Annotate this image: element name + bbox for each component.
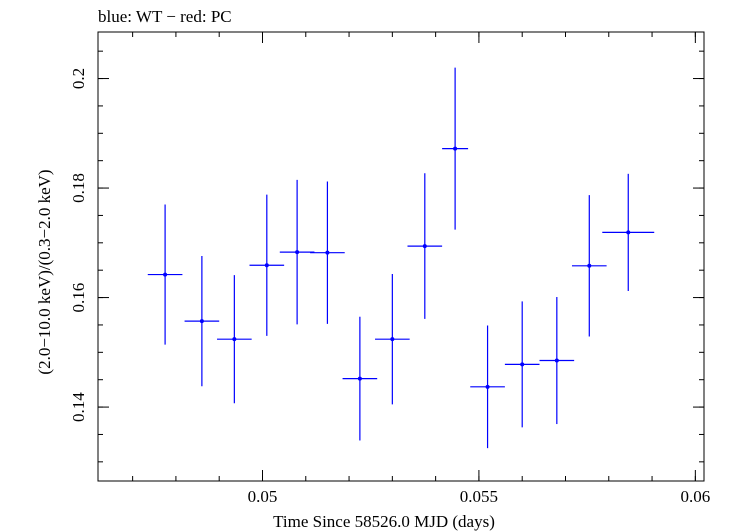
data-point	[147, 204, 183, 345]
data-marker	[485, 384, 490, 389]
data-point	[602, 173, 655, 291]
data-marker	[587, 263, 592, 268]
data-marker	[357, 376, 362, 381]
y-tick-label: 0.18	[69, 173, 88, 203]
y-tick-label: 0.14	[69, 392, 88, 422]
y-axis-label: (2.0−10.0 keV)/(0.3−2.0 keV)	[35, 169, 54, 374]
data-point	[184, 255, 220, 387]
data-marker	[626, 230, 631, 235]
y-tick-label: 0.16	[69, 283, 88, 313]
data-point	[342, 316, 378, 441]
data-point	[217, 275, 252, 404]
data-point	[571, 195, 607, 337]
data-point	[539, 297, 575, 425]
data-marker	[264, 263, 269, 268]
data-marker	[163, 272, 168, 277]
x-axis-label: Time Since 58526.0 MJD (days)	[273, 512, 495, 531]
data-marker	[554, 358, 559, 363]
plot-frame	[97, 31, 705, 482]
data-marker	[390, 337, 395, 342]
data-marker	[422, 244, 427, 249]
chart-title: blue: WT − red: PC	[98, 7, 232, 26]
data-marker	[453, 146, 458, 151]
data-point	[504, 301, 540, 428]
data-marker	[232, 337, 237, 342]
x-tick-label: 0.06	[680, 487, 710, 506]
data-point	[470, 325, 505, 449]
data-series	[147, 67, 655, 449]
plot-area	[97, 31, 705, 482]
data-marker	[295, 250, 300, 255]
data-point	[375, 274, 410, 405]
y-tick-label: 0.2	[69, 68, 88, 89]
axis-ticks: 0.05 0.055 0.06 0.14 0.16 0.18 0.2	[69, 32, 710, 506]
data-marker	[325, 250, 330, 255]
x-tick-label: 0.055	[460, 487, 498, 506]
data-point	[310, 181, 345, 324]
data-marker	[199, 319, 204, 324]
data-point	[279, 179, 315, 325]
data-point	[407, 173, 443, 319]
x-tick-label: 0.05	[248, 487, 278, 506]
data-marker	[520, 362, 525, 367]
data-point	[249, 194, 285, 336]
data-point	[442, 67, 469, 230]
